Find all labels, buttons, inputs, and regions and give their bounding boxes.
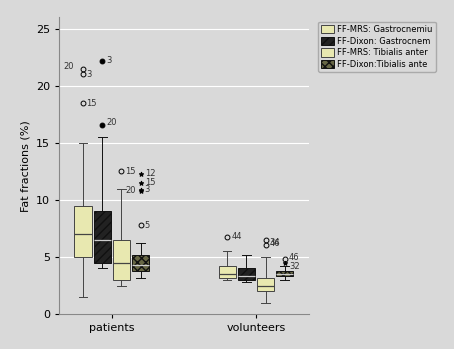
Text: 20: 20 [64,62,74,71]
Text: 3: 3 [86,70,92,79]
Text: 44: 44 [231,232,242,241]
PathPatch shape [74,206,92,257]
Text: 3: 3 [106,56,112,65]
Text: 15: 15 [126,167,136,176]
PathPatch shape [94,211,111,263]
Text: 12: 12 [145,169,155,178]
PathPatch shape [132,255,149,271]
PathPatch shape [218,266,236,277]
Text: 15: 15 [145,178,155,187]
Text: 20: 20 [106,118,117,127]
Text: 15: 15 [86,98,97,107]
PathPatch shape [113,240,130,280]
PathPatch shape [276,271,293,276]
Legend: FF-MRS: Gastrocnemiu, FF-Dixon: Gastrocnem, FF-MRS: Tibialis anter, FF-Dixon:Tib: FF-MRS: Gastrocnemiu, FF-Dixon: Gastrocn… [318,22,436,72]
Y-axis label: Fat fractions (%): Fat fractions (%) [20,120,30,211]
Text: 3: 3 [145,185,150,194]
Text: 46: 46 [289,253,300,261]
Text: 34: 34 [270,238,280,247]
PathPatch shape [238,268,255,280]
Text: 20: 20 [126,186,136,195]
Text: 5: 5 [145,221,150,230]
Text: 32: 32 [289,262,300,271]
Text: 46: 46 [270,239,280,248]
PathPatch shape [257,277,274,291]
